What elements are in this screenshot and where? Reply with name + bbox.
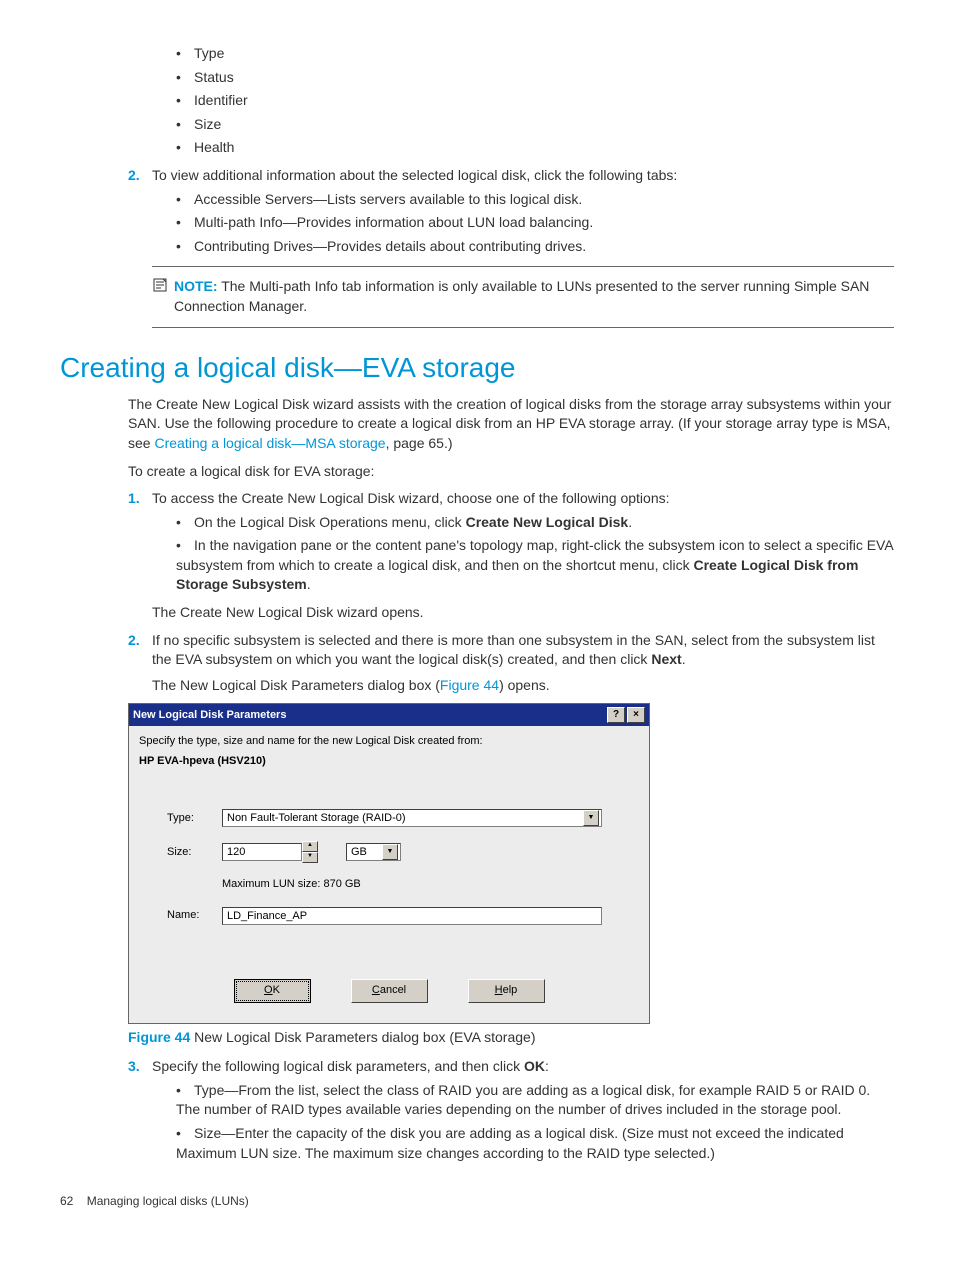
step-text: To view additional information about the…: [152, 166, 894, 186]
figure-caption: Figure 44 New Logical Disk Parameters di…: [128, 1028, 894, 1048]
step-2b-after: The New Logical Disk Parameters dialog b…: [152, 676, 894, 696]
note: NOTE: The Multi-path Info tab informatio…: [152, 277, 894, 316]
note-label: NOTE:: [174, 278, 218, 294]
help-button[interactable]: Help: [468, 979, 545, 1003]
dialog-new-logical-disk: New Logical Disk Parameters ? × Specify …: [128, 703, 650, 1023]
page-footer: 62 Managing logical disks (LUNs): [60, 1193, 894, 1210]
max-lun-size: Maximum LUN size: 870 GB: [222, 877, 639, 892]
divider: [152, 266, 894, 267]
step-number: 1.: [128, 489, 152, 509]
step-2b: 2. If no specific subsystem is selected …: [128, 631, 894, 670]
figure-label: Figure 44: [128, 1029, 190, 1045]
spinner-up-icon[interactable]: ▲: [302, 841, 318, 852]
list-item: Health: [176, 138, 894, 158]
size-label: Size:: [167, 845, 222, 860]
intro-2: To create a logical disk for EVA storage…: [128, 462, 894, 482]
divider: [152, 327, 894, 328]
dialog-instruction: Specify the type, size and name for the …: [139, 734, 639, 749]
footer-text: Managing logical disks (LUNs): [87, 1194, 249, 1208]
intro-paragraph: The Create New Logical Disk wizard assis…: [128, 395, 894, 454]
step-number: 2.: [128, 631, 152, 670]
help-icon[interactable]: ?: [607, 707, 625, 723]
list-item: Size: [176, 115, 894, 135]
link-figure-44[interactable]: Figure 44: [440, 677, 499, 693]
chevron-down-icon[interactable]: ▼: [382, 844, 398, 860]
type-label: Type:: [167, 811, 222, 826]
size-unit-select[interactable]: GB ▼: [346, 843, 401, 861]
size-unit: GB: [351, 845, 382, 860]
type-value: Non Fault-Tolerant Storage (RAID-0): [227, 811, 583, 826]
step-text: Specify the following logical disk param…: [152, 1057, 894, 1077]
dialog-device: HP EVA-hpeva (HSV210): [139, 754, 639, 769]
list-item: Multi-path Info—Provides information abo…: [176, 213, 894, 233]
note-icon: [152, 277, 174, 316]
dialog-titlebar: New Logical Disk Parameters ? ×: [129, 704, 649, 726]
step-1: 1. To access the Create New Logical Disk…: [128, 489, 894, 509]
step-number: 3.: [128, 1057, 152, 1077]
cancel-button[interactable]: Cancel: [351, 979, 428, 1003]
step-2: 2. To view additional information about …: [128, 166, 894, 186]
list-item: Type—From the list, select the class of …: [176, 1081, 894, 1120]
list-item: Identifier: [176, 91, 894, 111]
note-text: NOTE: The Multi-path Info tab informatio…: [174, 277, 894, 316]
link-msa-storage[interactable]: Creating a logical disk—MSA storage: [154, 435, 385, 451]
page-number: 62: [60, 1194, 73, 1208]
list-item: On the Logical Disk Operations menu, cli…: [176, 513, 894, 533]
dialog-title: New Logical Disk Parameters: [133, 708, 605, 723]
step-text: If no specific subsystem is selected and…: [152, 631, 894, 670]
list-item: Type: [176, 44, 894, 64]
step-1-bullets: On the Logical Disk Operations menu, cli…: [176, 513, 894, 595]
list-item: Size—Enter the capacity of the disk you …: [176, 1124, 894, 1163]
step-3-bullets: Type—From the list, select the class of …: [176, 1081, 894, 1163]
name-label: Name:: [167, 908, 222, 923]
type-select[interactable]: Non Fault-Tolerant Storage (RAID-0) ▼: [222, 809, 602, 827]
top-bullet-list: Type Status Identifier Size Health: [176, 44, 894, 158]
spinner-down-icon[interactable]: ▼: [302, 852, 318, 863]
list-item: Status: [176, 68, 894, 88]
name-input[interactable]: LD_Finance_AP: [222, 907, 602, 925]
ok-button[interactable]: OK: [234, 979, 311, 1003]
list-item: Accessible Servers—Lists servers availab…: [176, 190, 894, 210]
list-item: In the navigation pane or the content pa…: [176, 536, 894, 595]
step-text: To access the Create New Logical Disk wi…: [152, 489, 894, 509]
step-1-after: The Create New Logical Disk wizard opens…: [152, 603, 894, 623]
chevron-down-icon[interactable]: ▼: [583, 810, 599, 826]
list-item: Contributing Drives—Provides details abo…: [176, 237, 894, 257]
step-3: 3. Specify the following logical disk pa…: [128, 1057, 894, 1077]
step-2-bullets: Accessible Servers—Lists servers availab…: [176, 190, 894, 257]
step-number: 2.: [128, 166, 152, 186]
close-icon[interactable]: ×: [627, 707, 645, 723]
size-input[interactable]: 120: [222, 843, 302, 861]
section-title: Creating a logical disk—EVA storage: [60, 348, 894, 387]
